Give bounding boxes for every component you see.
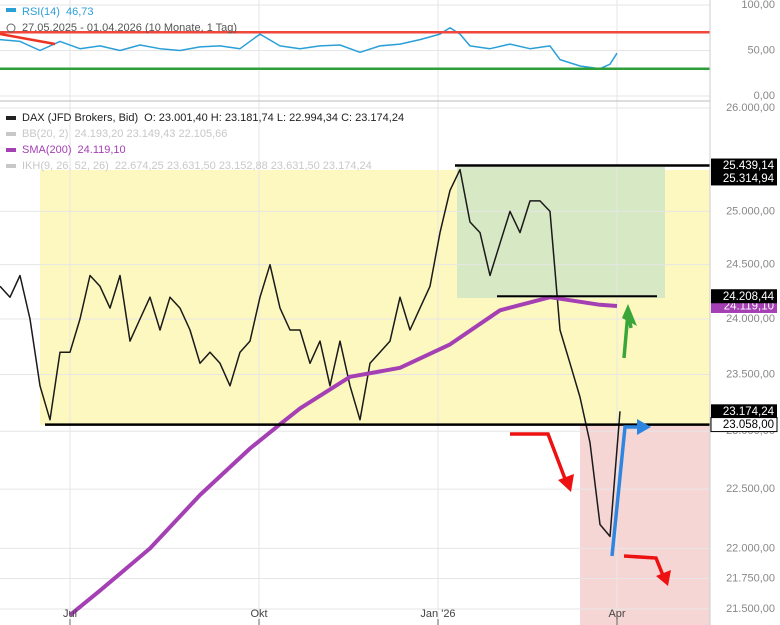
legend-swatch: [6, 148, 16, 152]
down-zone: [580, 425, 710, 625]
y-tick-label: 100,00: [741, 0, 775, 11]
marks: [0, 27, 710, 617]
y-tick-label: 24.500,00: [726, 259, 775, 271]
level-label: 23.174,24: [723, 406, 775, 418]
level-label: 24.208,44: [723, 291, 775, 303]
level-label: 25.314,94: [723, 173, 775, 185]
arrow-head: [622, 304, 637, 326]
legend-name: SMA(200): [22, 144, 72, 156]
y-tick-label: 21.750,00: [726, 572, 775, 584]
x-tick-label: Okt: [250, 608, 267, 620]
rsi-line: [0, 27, 618, 70]
rsi-trend: [0, 32, 56, 46]
legend-name: BB(20, 2): [22, 128, 68, 140]
legend-text: 24.119,10: [78, 144, 126, 156]
arrow-head: [637, 419, 651, 435]
arrows: [0, 32, 671, 586]
legend-text: 24.193,20 23.149,43 22.105,66: [74, 128, 227, 140]
legend-name: RSI(14): [22, 6, 60, 18]
legend-name: IKH(9, 26, 52, 26): [22, 160, 109, 172]
legend-text: O: 23.001,40 H: 23.181,74 L: 22.994,34 C…: [144, 112, 404, 124]
level-box: [711, 289, 777, 304]
top-zone: [457, 167, 665, 298]
arrow-head: [558, 474, 574, 492]
legend-swatch: [6, 8, 16, 12]
legend-swatch: [6, 132, 16, 136]
level-label: 24.119,10: [724, 301, 774, 313]
y-tick-label: 25.000,00: [726, 205, 775, 217]
x-tick-label: Apr: [608, 608, 625, 620]
price-line: [0, 168, 621, 538]
arrow-head: [656, 570, 671, 586]
legend-value: 46,73: [66, 6, 94, 18]
y-tick-label: 50,00: [747, 44, 775, 56]
y-tick-label: 22.500,00: [726, 483, 775, 495]
y-tick-label: 21.500,00: [726, 603, 775, 615]
y-tick-label: 23.500,00: [726, 368, 775, 380]
level-label: 25.439,14: [723, 160, 775, 172]
y-tick-label: 24.000,00: [726, 313, 775, 325]
level-box: [711, 171, 777, 186]
y-tick-label: 22.000,00: [726, 542, 775, 554]
legend-swatch: [6, 164, 16, 168]
legend-swatch: [6, 116, 16, 120]
legend-text: 22.674,25 23.631,50 23.152,88 23.631,50 …: [115, 160, 372, 172]
clock-icon: [6, 23, 16, 33]
labels: RSI(14) 46,73 27.05.2025 - 01.04.2026 (1…: [6, 0, 778, 625]
arrow-down: [510, 432, 569, 485]
x-tick-label: Jul: [63, 608, 77, 620]
level-label: 23.058,00: [723, 419, 774, 431]
level-box: [710, 417, 778, 433]
y-tick-label: 0,00: [754, 90, 775, 102]
x-tick-label: Jan '26: [420, 608, 455, 620]
sma-line: [68, 295, 618, 617]
level-box: [711, 158, 777, 173]
legend-name: DAX (JFD Brokers, Bid): [22, 112, 138, 124]
arrow-down: [623, 554, 666, 579]
level-box: [711, 404, 777, 419]
y-tick-label: 26.000,00: [726, 102, 775, 114]
date-range: 27.05.2025 - 01.04.2026 (10 Monate, 1 Ta…: [22, 22, 237, 34]
arrow-up: [610, 425, 640, 557]
